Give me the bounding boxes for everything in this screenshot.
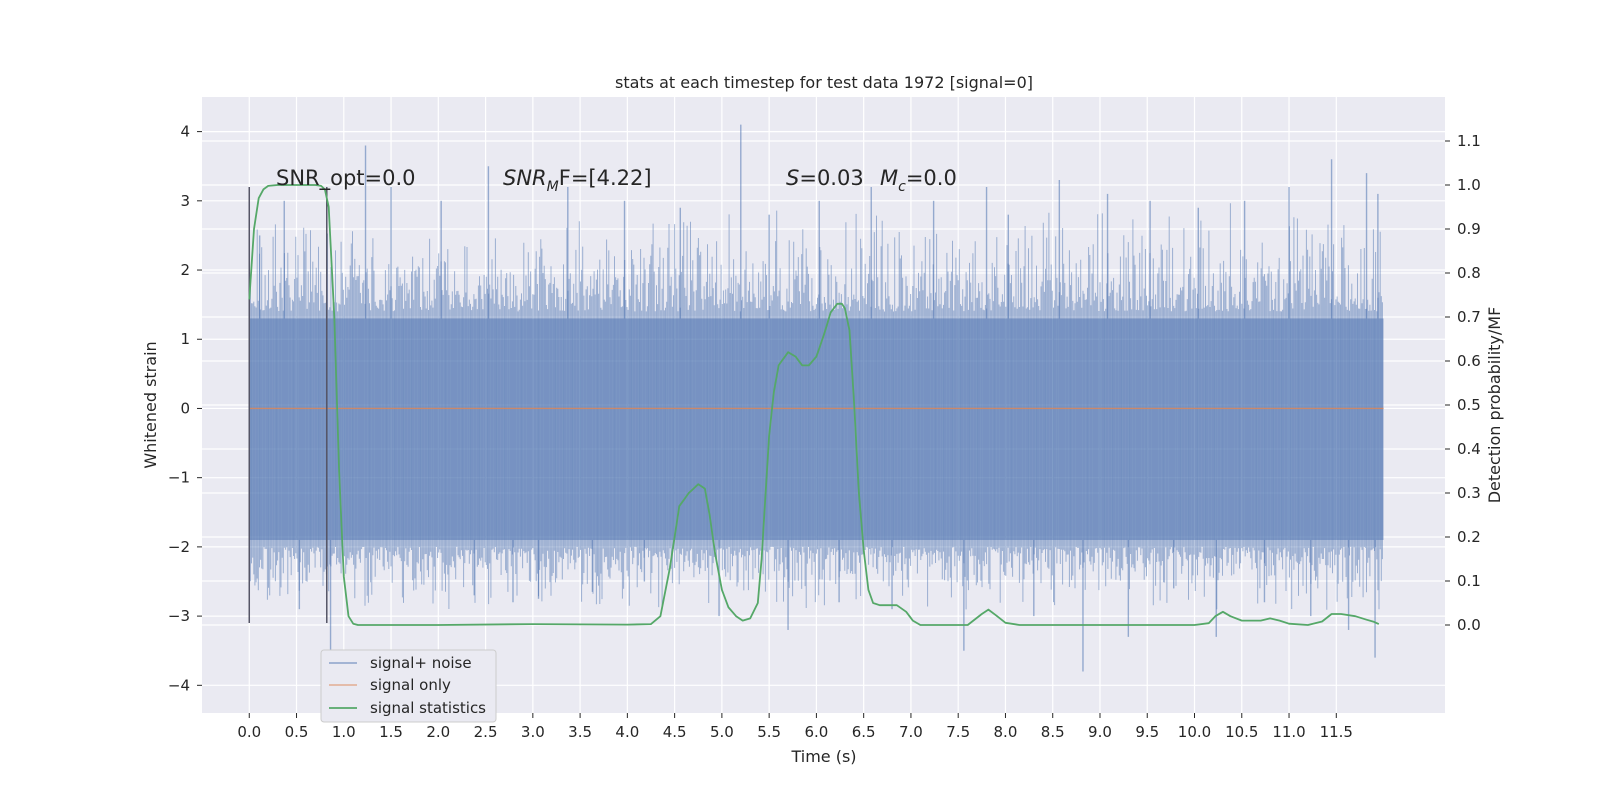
x-tick-label: 11.0 (1272, 723, 1305, 741)
y2-tick-label: 1.0 (1457, 176, 1481, 194)
x-tick-label: 4.5 (663, 723, 687, 741)
y2-tick-label: 1.1 (1457, 132, 1481, 150)
y2-tick-label: 0.7 (1457, 308, 1481, 326)
y-tick-label: 1 (180, 330, 190, 348)
vertical-markers (248, 186, 328, 624)
y2-axis-label: Detection probability/MF (1485, 307, 1504, 504)
x-tick-label: 11.5 (1320, 723, 1353, 741)
x-tick-label: 7.5 (946, 723, 970, 741)
x-tick-label: 2.0 (426, 723, 450, 741)
mc-sub: c (898, 179, 906, 195)
y2-tick-label: 0.4 (1457, 440, 1481, 458)
signal-statistics-line (248, 184, 1380, 626)
annotation-mc: Mc=0.0 (880, 166, 957, 195)
y-tick-label: 4 (180, 123, 190, 141)
x-tick-label: 3.5 (568, 723, 592, 741)
y-tick-label: 2 (180, 261, 190, 279)
x-tick-label: 1.5 (379, 723, 403, 741)
x-tick-label: 5.5 (757, 723, 781, 741)
x-tick-label: 0.5 (285, 723, 309, 741)
chart-title: stats at each timestep for test data 197… (615, 73, 1033, 92)
mc-value: =0.0 (906, 166, 957, 190)
snr-mf-sub: M (547, 179, 559, 195)
legend-box (320, 649, 497, 723)
x-tick-label: 1.0 (332, 723, 356, 741)
y-axis-label: Whitened strain (141, 341, 160, 468)
x-tick-label: 10.0 (1178, 723, 1211, 741)
x-tick-label: 3.0 (521, 723, 545, 741)
legend-label-signal-plus-noise: signal+ noise (370, 654, 472, 672)
y2-tick-label: 0.1 (1457, 572, 1481, 590)
legend-label-signal-statistics: signal statistics (370, 699, 486, 717)
y-tick-label: −1 (168, 469, 190, 487)
annotation-snr-opt: SNR_opt=0.0 (276, 166, 416, 191)
annotation-s: S=0.03 (786, 166, 864, 190)
series-signal-statistics (248, 184, 1380, 626)
s-label: S (786, 166, 799, 190)
x-tick-label: 10.5 (1225, 723, 1258, 741)
y2-tick-label: 0.6 (1457, 352, 1481, 370)
mc-base: M (880, 166, 898, 190)
legend: signal+ noise signal only signal statist… (320, 649, 497, 723)
x-axis-label: Time (s) (790, 747, 856, 766)
s-value: =0.03 (799, 166, 863, 190)
y-tick-label: −2 (168, 538, 190, 556)
y2-tick-label: 0.2 (1457, 528, 1481, 546)
snr-mf-tail: F=[4.22] (559, 166, 652, 190)
legend-label-signal-only: signal only (370, 676, 451, 694)
y-tick-label: 0 (180, 399, 190, 417)
y2-tick-label: 0.3 (1457, 484, 1481, 502)
y2-tick-label: 0.5 (1457, 396, 1481, 414)
y2-tick-label: 0.9 (1457, 220, 1481, 238)
x-tick-label: 2.5 (474, 723, 498, 741)
x-tick-label: 6.5 (852, 723, 876, 741)
x-tick-label: 9.5 (1135, 723, 1159, 741)
y2-tick-label: 0.8 (1457, 264, 1481, 282)
y-axis-ticks: 4 3 2 1 0 −1 −2 −3 −4 (168, 123, 202, 694)
x-tick-label: 7.0 (899, 723, 923, 741)
x-tick-label: 5.0 (710, 723, 734, 741)
y-tick-label: 3 (180, 192, 190, 210)
snr-mf-base: SNR (503, 166, 547, 190)
x-tick-label: 4.0 (615, 723, 639, 741)
y2-tick-label: 0.0 (1457, 616, 1481, 634)
annotation-snr-mf: SNRMF=[4.22] (503, 166, 652, 195)
x-axis-ticks: 0.0 0.5 1.0 1.5 2.0 2.5 3.0 3.5 4.0 4.5 5.0 5.5 6.0 6… (237, 713, 1353, 741)
x-tick-label: 6.0 (804, 723, 828, 741)
x-tick-label: 9.0 (1088, 723, 1112, 741)
x-tick-label: 8.5 (1041, 723, 1065, 741)
y-tick-label: −4 (168, 676, 190, 694)
x-tick-label: 0.0 (237, 723, 261, 741)
y-tick-label: −3 (168, 607, 190, 625)
y2-axis-ticks: 1.1 1.0 0.9 0.8 0.7 0.6 0.5 0.4 0.3 0.2 0.1 0.0 (1445, 132, 1481, 634)
x-tick-label: 8.0 (994, 723, 1018, 741)
